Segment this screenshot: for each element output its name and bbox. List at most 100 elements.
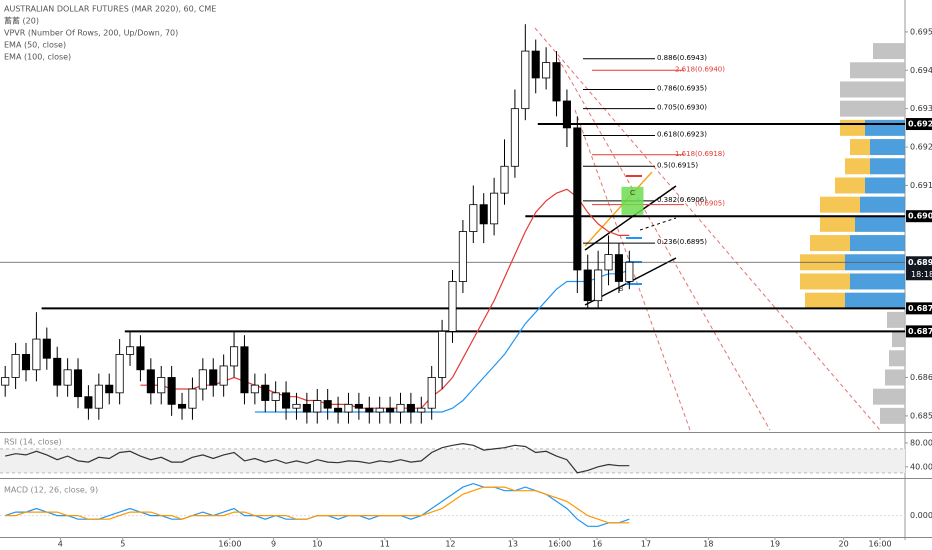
profile-up	[850, 235, 905, 252]
candle-body	[323, 400, 332, 409]
candle-body	[417, 407, 426, 413]
candle-body	[250, 384, 259, 394]
trend-line	[584, 171, 653, 247]
candle-body	[21, 354, 31, 371]
price-tag	[906, 325, 932, 338]
legend: AUSTRALIAN DOLLAR FUTURES (MAR 2020), 60…	[4, 5, 216, 62]
candle-body	[240, 346, 249, 394]
candle-body	[136, 346, 145, 371]
candle-body	[396, 403, 405, 413]
profile-up	[880, 81, 905, 98]
candle-body	[625, 261, 634, 282]
y-tick-label: 40.00	[910, 462, 932, 471]
profile-down	[800, 273, 850, 290]
candle-body	[500, 165, 509, 194]
profile-up	[885, 62, 905, 79]
candle-body	[573, 127, 582, 271]
price-tag	[906, 256, 932, 281]
x-tick-label: 16:00	[218, 540, 241, 549]
x-tick-label: 9	[271, 540, 276, 549]
candle-body	[42, 338, 51, 359]
profile-up	[870, 139, 905, 156]
profile-down	[845, 158, 870, 175]
trend-line	[639, 217, 677, 231]
profile-down	[850, 139, 870, 156]
candle-body	[177, 403, 187, 409]
indicator-label: 蓄蓄 (20)	[4, 16, 39, 26]
profile-down	[810, 235, 850, 252]
candle-body	[614, 254, 623, 282]
candle-body	[386, 407, 395, 413]
profile-up	[860, 196, 905, 213]
candle-body	[94, 384, 103, 409]
profile-down	[885, 369, 893, 386]
candle-body	[583, 269, 592, 302]
candle-body	[105, 384, 114, 394]
fib-label: 0.5(0.6915)	[657, 161, 698, 169]
profile-up	[895, 311, 905, 328]
profile-down	[880, 407, 890, 424]
profile-up	[865, 177, 905, 194]
fib-label: 0.382(0.6906)	[657, 196, 707, 204]
candle-body	[146, 369, 155, 394]
profile-down	[805, 292, 845, 309]
price-tag-label: 0.6878	[908, 304, 932, 313]
x-tick-label: 19	[770, 540, 780, 549]
candle-body	[32, 338, 41, 371]
x-tick-label: 4	[58, 540, 63, 549]
point-label: B	[619, 285, 624, 293]
candle-body	[282, 392, 291, 409]
profile-down	[887, 311, 895, 328]
candle-body	[157, 377, 166, 394]
candle-body	[334, 407, 343, 413]
x-tick-label: 16	[592, 540, 602, 549]
trend-line	[584, 185, 677, 251]
candle-body	[261, 384, 270, 401]
fib-label: (0.6905)	[695, 200, 725, 208]
fib-label: 2.618(0.6940)	[675, 65, 725, 73]
candle-body	[63, 369, 72, 386]
rsi-band	[0, 448, 905, 473]
price-tag-label: 0.6902	[908, 212, 932, 221]
profile-down	[892, 331, 897, 348]
fib-label: 1.618(0.6918)	[675, 150, 725, 158]
price-tag	[906, 210, 932, 223]
candle-body	[458, 231, 467, 282]
profile-down	[840, 100, 870, 117]
candle-body	[469, 204, 478, 232]
candle-body	[438, 330, 447, 378]
candle-body	[11, 354, 20, 378]
price-tag	[906, 118, 932, 131]
fan-line	[534, 27, 881, 431]
x-tick-label: 20	[839, 540, 849, 549]
candle-body	[219, 365, 228, 386]
profile-down	[889, 350, 895, 367]
indicator-label: EMA (50, close)	[4, 41, 66, 50]
profile-up	[890, 407, 905, 424]
y-tick-label: 0.6930	[910, 104, 932, 113]
candle-body	[271, 392, 280, 401]
candle-body	[552, 62, 561, 102]
candle-body	[354, 403, 363, 409]
chart-title: AUSTRALIAN DOLLAR FUTURES (MAR 2020), 60…	[4, 5, 216, 14]
indicator-label: VPVR (Number Of Rows, 200, Up/Down, 70)	[4, 29, 178, 38]
fib-label: 0.886(0.6943)	[657, 54, 707, 62]
fan-line	[557, 57, 771, 431]
candle-body	[510, 108, 519, 167]
candle-body	[406, 403, 415, 413]
y-tick-label: 0.6940	[910, 66, 932, 75]
indicator-label: EMA (100, close)	[4, 53, 71, 62]
candle-body	[427, 377, 436, 409]
x-tick-label: 17	[641, 540, 651, 549]
fib-label: 0.786(0.6935)	[657, 84, 707, 92]
profile-down	[835, 177, 865, 194]
profile-up	[897, 331, 905, 348]
price-tag	[906, 302, 932, 315]
profile-down	[873, 388, 885, 405]
x-tick-label: 11	[380, 540, 390, 549]
